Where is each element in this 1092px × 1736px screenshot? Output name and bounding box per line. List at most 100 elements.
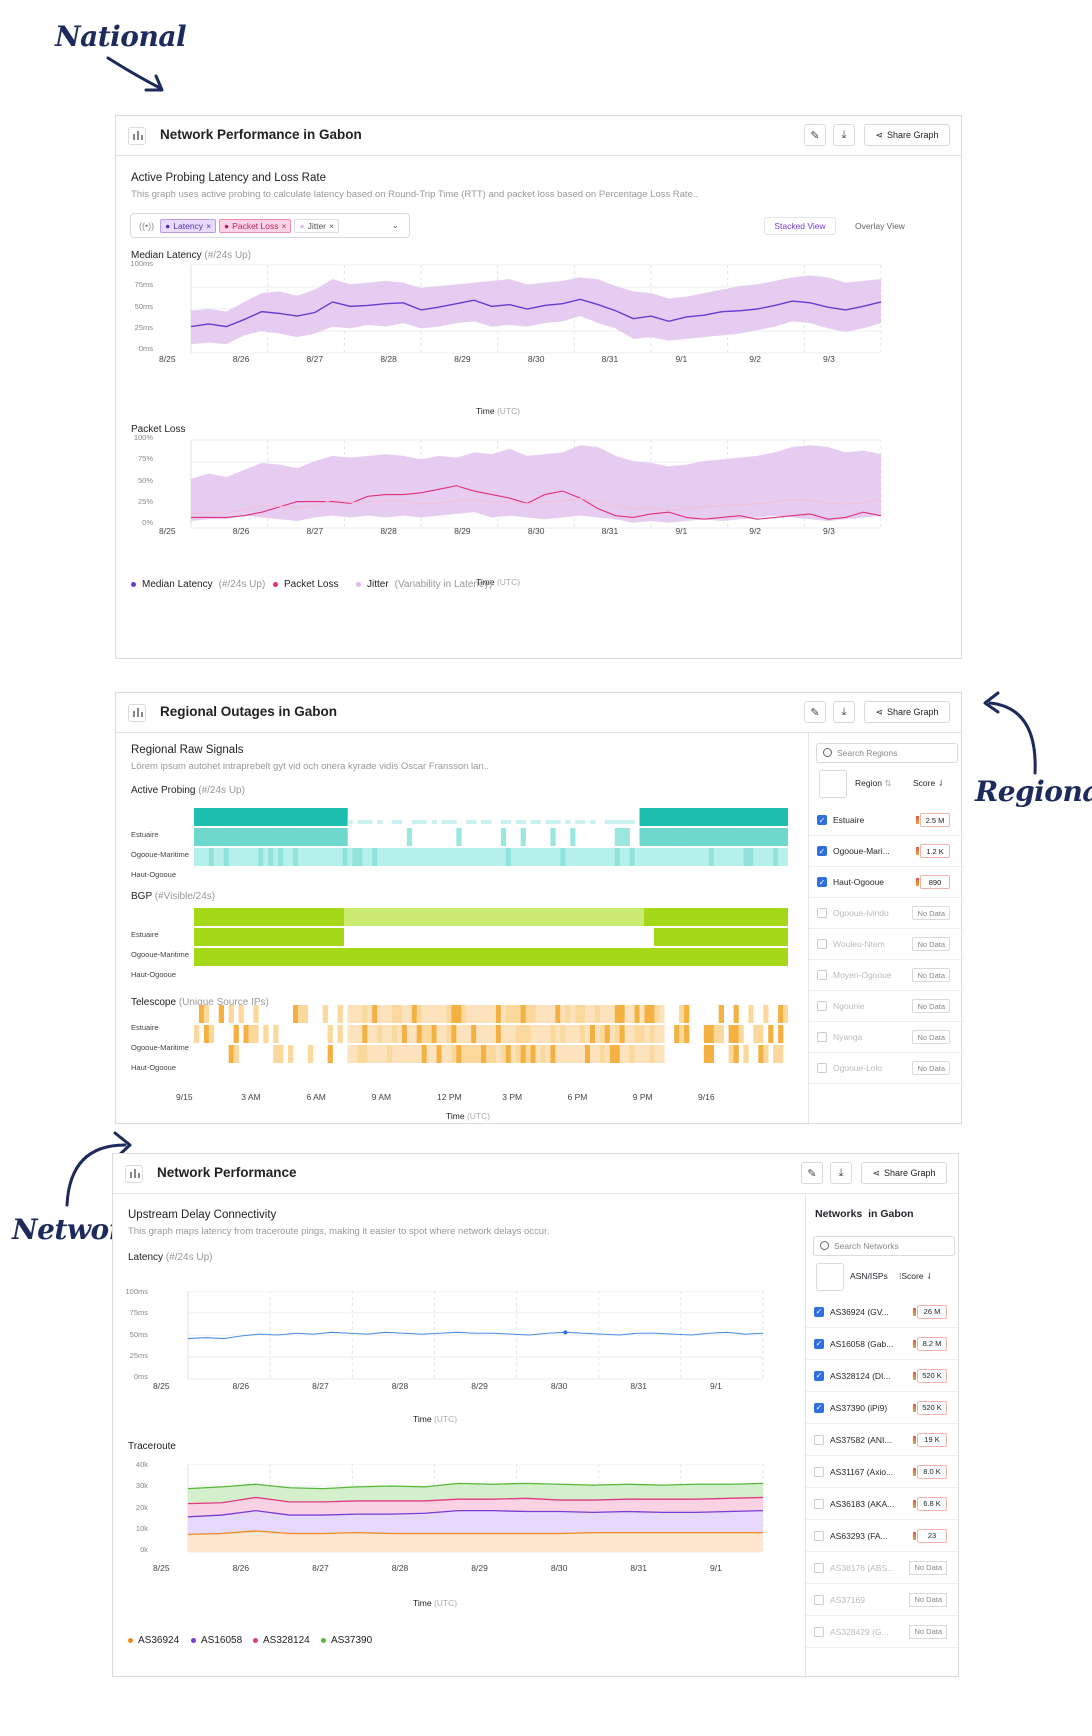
legend-item[interactable]: AS16058 xyxy=(191,1635,242,1646)
download-button[interactable]: ⤓ xyxy=(833,701,855,723)
metric-select[interactable]: ((•)) ● Latency × ● Packet Loss × ● Jitter… xyxy=(130,213,410,238)
region-row[interactable]: ✓ Ogooue-Mari... 1.2 K xyxy=(809,836,964,867)
region-checkbox[interactable] xyxy=(817,939,827,949)
heatmap-cell xyxy=(723,848,729,866)
select-all-checkbox[interactable] xyxy=(819,770,847,798)
network-checkbox[interactable] xyxy=(814,1626,824,1637)
region-row[interactable]: Ogooue-Lolo No Data xyxy=(809,1053,964,1084)
heatmap-cell xyxy=(203,828,210,846)
heatmap-cell xyxy=(208,848,215,866)
edit-button[interactable]: ✎ xyxy=(801,1162,823,1184)
legend-item[interactable]: AS36924 xyxy=(128,1635,179,1646)
bgp-row-ogooue-2 xyxy=(654,928,788,946)
select-all-checkbox[interactable] xyxy=(816,1263,844,1291)
heatmap-cell xyxy=(218,848,224,866)
overlay-view-toggle[interactable]: Overlay View xyxy=(855,221,905,231)
network-checkbox[interactable] xyxy=(814,1498,824,1509)
region-checkbox[interactable]: ✓ xyxy=(817,846,827,856)
legend-item[interactable]: AS328124 xyxy=(253,1635,310,1646)
search-regions-input[interactable]: Search Regions xyxy=(816,743,958,763)
region-checkbox[interactable] xyxy=(817,1063,827,1073)
heatmap-cell xyxy=(471,820,477,824)
network-row[interactable]: AS37582 (ANI... 19 K xyxy=(806,1424,961,1456)
x-tick-label: 8/29 xyxy=(471,1381,488,1391)
network-checkbox[interactable]: ✓ xyxy=(814,1402,824,1413)
region-row[interactable]: Nyanga No Data xyxy=(809,1022,964,1053)
x-tick-label: 8/27 xyxy=(312,1563,329,1573)
heatmap-cell xyxy=(233,848,239,866)
network-row[interactable]: ✓ AS16058 (Gab... 8.2 M xyxy=(806,1328,961,1360)
heatmap-cell xyxy=(288,828,294,846)
heatmap-cell xyxy=(411,848,418,866)
region-row[interactable]: Wouleu-Ntem No Data xyxy=(809,929,964,960)
region-row[interactable]: Moyen-Ogooue No Data xyxy=(809,960,964,991)
region-row[interactable]: Ngounie No Data xyxy=(809,991,964,1022)
region-checkbox[interactable] xyxy=(817,1032,827,1042)
network-row[interactable]: ✓ AS36924 (GV... 26 M xyxy=(806,1296,961,1328)
region-column-header[interactable]: Region ⇅ xyxy=(855,778,892,788)
heatmap-cell xyxy=(238,828,244,846)
region-checkbox[interactable]: ✓ xyxy=(817,877,827,887)
legend-item[interactable]: Jitter (Variability in Latency) xyxy=(356,579,492,590)
score-column-header[interactable]: ⁞Score ⇃ xyxy=(899,1271,934,1281)
heatmap-cell xyxy=(357,1045,363,1063)
region-row[interactable]: ✓ Haut-Ogooue 890 xyxy=(809,867,964,898)
network-checkbox[interactable] xyxy=(814,1562,824,1573)
heatmap-cell xyxy=(590,820,596,824)
network-checkbox[interactable]: ✓ xyxy=(814,1306,824,1317)
stacked-view-toggle[interactable]: Stacked View xyxy=(764,217,836,235)
heatmap-cell xyxy=(223,828,229,846)
network-row[interactable]: ✓ AS37390 (iPi9) 520 K xyxy=(806,1392,961,1424)
network-checkbox[interactable] xyxy=(814,1594,824,1605)
share-graph-button[interactable]: ⋖ Share Graph xyxy=(864,701,950,723)
tag-jitter[interactable]: ● Jitter × xyxy=(294,218,339,233)
region-checkbox[interactable] xyxy=(817,970,827,980)
network-row[interactable]: ✓ AS328124 (DI... 520 K xyxy=(806,1360,961,1392)
region-checkbox[interactable]: ✓ xyxy=(817,815,827,825)
heatmap-cell xyxy=(550,848,556,866)
network-checkbox[interactable] xyxy=(814,1530,824,1541)
network-row[interactable]: AS31167 (Axio... 8.0 K xyxy=(806,1456,961,1488)
share-graph-button[interactable]: ⋖ Share Graph xyxy=(864,124,950,146)
asn-column-header[interactable]: ASN/ISPs xyxy=(850,1271,888,1281)
edit-button[interactable]: ✎ xyxy=(804,701,826,723)
heatmap-cell xyxy=(283,828,289,846)
heatmap-cell xyxy=(278,808,284,826)
network-checkbox[interactable]: ✓ xyxy=(814,1338,824,1349)
legend-item[interactable]: AS37390 xyxy=(321,1635,372,1646)
legend-item[interactable]: Median Latency (#/24s Up) xyxy=(131,579,265,590)
network-row[interactable]: AS63293 (FA... 23 xyxy=(806,1520,961,1552)
y-tick-label: 75ms xyxy=(134,280,153,290)
network-checkbox[interactable] xyxy=(814,1466,824,1477)
network-row[interactable]: AS38176 (ABS... No Data xyxy=(806,1552,961,1584)
network-row[interactable]: AS328429 (G... No Data xyxy=(806,1616,961,1648)
network-checkbox[interactable]: ✓ xyxy=(814,1370,824,1381)
edit-button[interactable]: ✎ xyxy=(804,124,826,146)
download-button[interactable]: ⤓ xyxy=(830,1162,852,1184)
heatmap-cell xyxy=(451,1045,457,1063)
heatmap-cell xyxy=(500,1025,507,1043)
heatmap-cell xyxy=(723,808,729,826)
tag-packet-loss[interactable]: ● Packet Loss × xyxy=(219,218,292,233)
download-button[interactable]: ⤓ xyxy=(833,124,855,146)
tag-latency[interactable]: ● Latency × xyxy=(160,218,217,233)
telescope-label: Telescope (Unique Source IPs) xyxy=(131,997,269,1008)
heatmap-cell xyxy=(263,1025,269,1043)
heatmap-cell xyxy=(733,1045,739,1063)
heatmap-cell xyxy=(456,1025,462,1043)
search-networks-input[interactable]: Search Networks xyxy=(813,1236,955,1256)
legend-item[interactable]: Packet Loss xyxy=(273,579,338,590)
heatmap-cell xyxy=(411,820,418,824)
region-row[interactable]: Ogooue-Ivindo No Data xyxy=(809,898,964,929)
region-row[interactable]: ✓ Estuaire 2.5 M xyxy=(809,805,964,836)
heatmap-cell xyxy=(411,1045,418,1063)
score-column-header[interactable]: Score ⇃ xyxy=(913,778,945,788)
network-row[interactable]: AS36183 (AKA... 6.8 K xyxy=(806,1488,961,1520)
heatmap-cell xyxy=(659,828,665,846)
network-row[interactable]: AS37169 No Data xyxy=(806,1584,961,1616)
network-checkbox[interactable] xyxy=(814,1434,824,1445)
share-graph-button[interactable]: ⋖ Share Graph xyxy=(861,1162,947,1184)
region-checkbox[interactable] xyxy=(817,1001,827,1011)
network-name: AS38176 (ABS... xyxy=(830,1562,895,1573)
region-checkbox[interactable] xyxy=(817,908,827,918)
